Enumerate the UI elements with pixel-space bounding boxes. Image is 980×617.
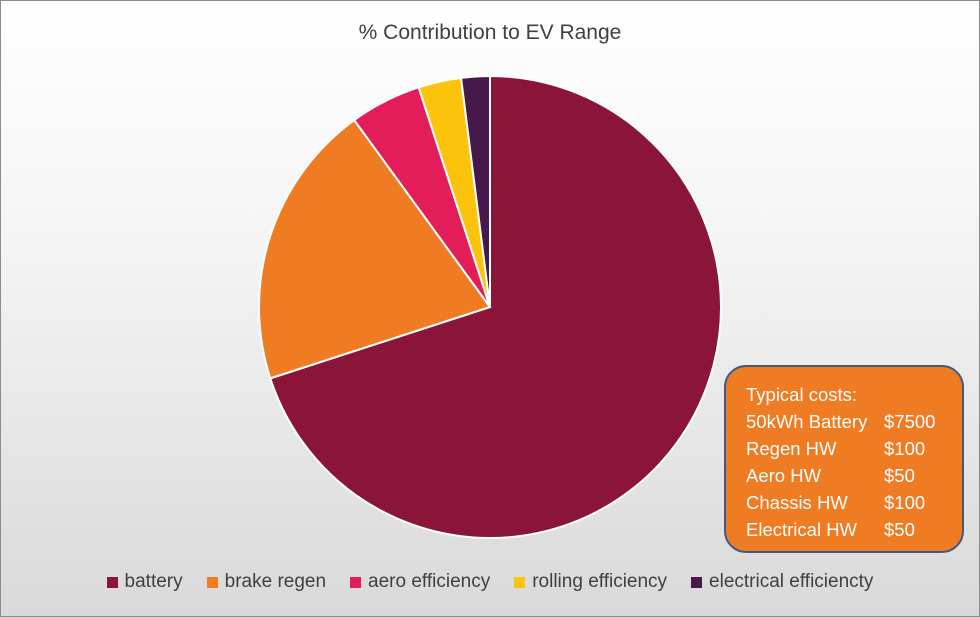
chart-legend: battery brake regen aero efficiency roll…	[1, 571, 979, 593]
cost-label: Chassis HW	[746, 492, 848, 513]
legend-label: rolling efficiency	[532, 571, 668, 592]
cost-value: $50	[884, 519, 915, 540]
pie-slice-battery[interactable]	[269, 74, 722, 539]
legend-label: brake regen	[224, 571, 327, 592]
typical-costs-callout: Typical costs: 50kWh Battery $7500 Regen…	[724, 365, 964, 553]
legend-swatch	[206, 576, 218, 588]
legend-item-brake-regen[interactable]: brake regen	[206, 571, 327, 593]
legend-label: aero efficiency	[368, 571, 491, 592]
cost-row: Electrical HW $50	[746, 516, 962, 543]
cost-row: 50kWh Battery $7500	[746, 408, 962, 435]
cost-value: $7500	[884, 411, 936, 432]
legend-item-rolling-efficiency[interactable]: rolling efficiency	[514, 571, 667, 593]
pie-slice-brake-regen[interactable]	[258, 118, 492, 380]
cost-label: 50kWh Battery	[746, 411, 868, 432]
pie-slice-electrical-efficiencty[interactable]	[459, 74, 491, 308]
legend-swatch	[514, 576, 526, 588]
cost-value: $100	[884, 438, 926, 459]
cost-label: Electrical HW	[746, 519, 858, 540]
legend-item-aero-efficiency[interactable]: aero efficiency	[350, 571, 490, 593]
cost-row: Aero HW $50	[746, 462, 962, 489]
chart-title: % Contribution to EV Range	[358, 21, 622, 44]
legend-swatch	[691, 576, 703, 588]
callout-title: Typical costs:	[746, 384, 858, 405]
cost-value: $100	[884, 492, 926, 513]
cost-label: Aero HW	[746, 465, 822, 486]
legend-swatch	[106, 576, 118, 588]
legend-label: battery	[124, 571, 183, 592]
cost-row: Regen HW $100	[746, 435, 962, 462]
legend-item-electrical-efficiency[interactable]: electrical efficiencty	[691, 571, 873, 593]
cost-value: $50	[884, 465, 915, 486]
legend-swatch	[350, 576, 362, 588]
legend-label: electrical efficiencty	[709, 571, 874, 592]
cost-label: Regen HW	[746, 438, 837, 459]
cost-row: Chassis HW $100	[746, 489, 962, 516]
legend-item-battery[interactable]: battery	[106, 571, 183, 593]
